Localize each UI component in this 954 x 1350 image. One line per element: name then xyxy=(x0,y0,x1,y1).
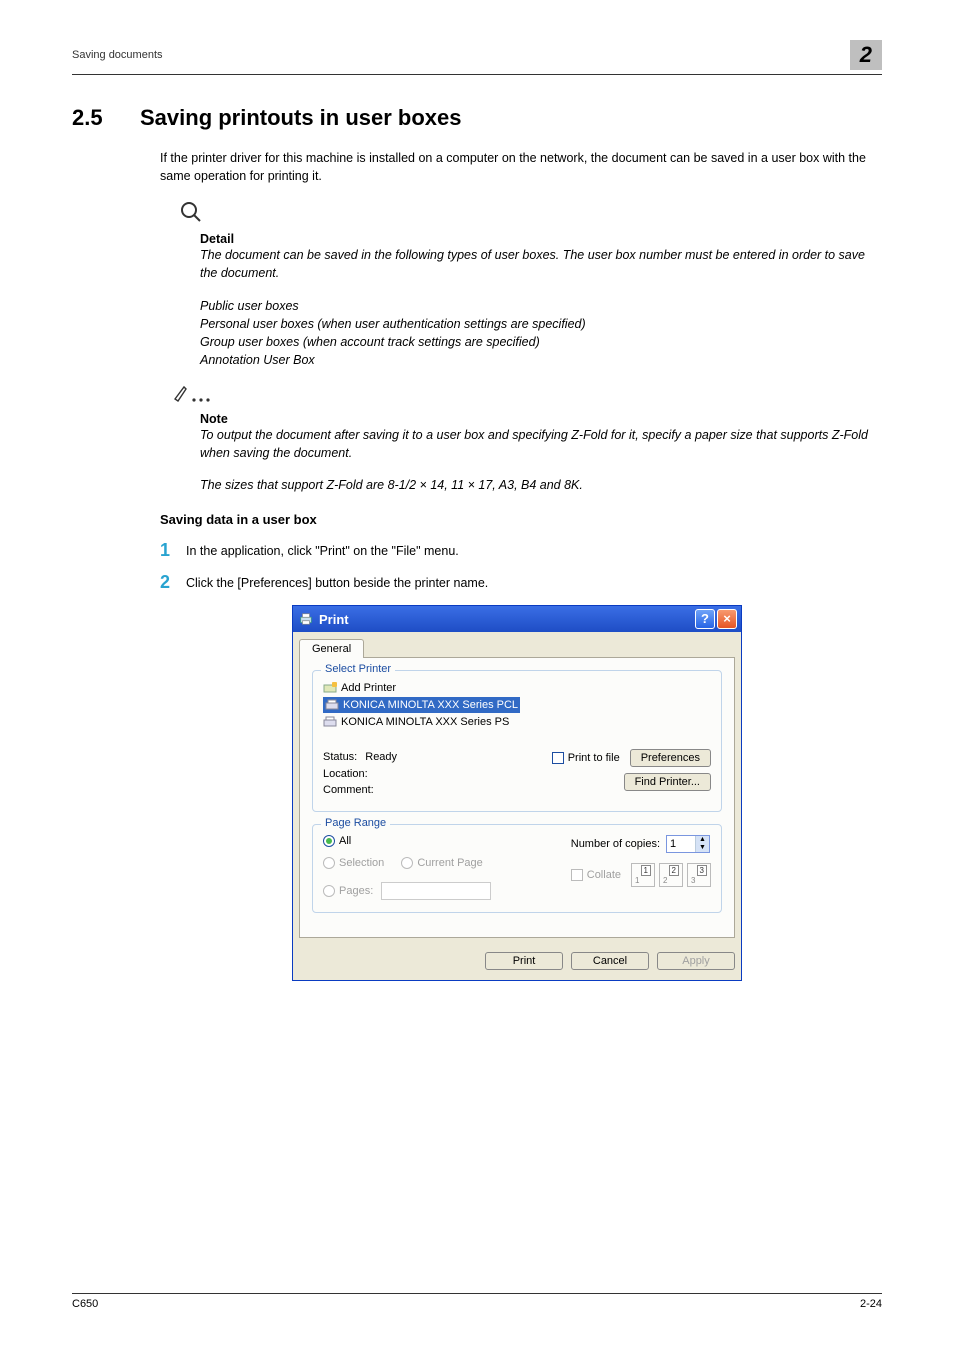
printer-item-selected[interactable]: KONICA MINOLTA XXX Series PCL xyxy=(323,697,520,713)
detail-heading: Detail xyxy=(200,232,882,246)
section-title-row: 2.5 Saving printouts in user boxes xyxy=(72,105,882,131)
page-range-left: All Selection Current Page xyxy=(323,835,571,900)
select-printer-label: Select Printer xyxy=(321,663,395,675)
page-number-badge: 2 xyxy=(850,40,882,70)
status-row: Status: Ready Location: Comment: Print t… xyxy=(323,749,711,799)
checkbox-box xyxy=(552,752,564,764)
detail-bullet-0: Public user boxes xyxy=(200,297,882,315)
radio-dot xyxy=(323,857,335,869)
radio-selection: Selection xyxy=(323,857,384,869)
step-1: 1 In the application, click "Print" on t… xyxy=(160,541,882,559)
checkbox-box xyxy=(571,869,583,881)
step-number: 2 xyxy=(160,573,186,591)
note-icon xyxy=(172,383,882,410)
page-range-group: Page Range All Selection xyxy=(312,824,722,913)
add-printer-icon xyxy=(323,681,337,695)
select-printer-group: Select Printer Add Printer KONICA MINOLT… xyxy=(312,670,722,812)
dialog-button-row: Print Cancel Apply xyxy=(293,944,741,980)
radio-pages-label: Pages: xyxy=(339,885,373,897)
printer-list: Add Printer KONICA MINOLTA XXX Series PC… xyxy=(323,681,711,729)
tab-panel: Select Printer Add Printer KONICA MINOLT… xyxy=(299,657,735,938)
step-text: In the application, click "Print" on the… xyxy=(186,541,882,558)
section-number: 2.5 xyxy=(72,105,140,131)
detail-line1: The document can be saved in the followi… xyxy=(200,246,882,282)
num-copies-input[interactable] xyxy=(667,836,695,852)
collate-icon: 22 xyxy=(659,863,683,887)
spinner-up[interactable]: ▲ xyxy=(695,836,709,844)
comment-label: Comment: xyxy=(323,782,552,799)
print-button[interactable]: Print xyxy=(485,952,563,970)
note-line1: To output the document after saving it t… xyxy=(200,426,882,462)
printer-icon xyxy=(325,698,339,712)
radio-dot xyxy=(323,885,335,897)
step-text: Click the [Preferences] button beside th… xyxy=(186,573,882,590)
radio-current-label: Current Page xyxy=(417,857,482,869)
num-copies-spinner[interactable]: ▲ ▼ xyxy=(666,835,710,853)
printer-label-1: KONICA MINOLTA XXX Series PCL xyxy=(343,699,518,711)
number-of-copies-row: Number of copies: ▲ ▼ xyxy=(571,835,711,853)
print-dialog-wrap: Print ? × General Select Printer Add Pri… xyxy=(292,605,882,981)
cancel-button[interactable]: Cancel xyxy=(571,952,649,970)
tab-general[interactable]: General xyxy=(299,639,364,658)
num-copies-label: Number of copies: xyxy=(571,838,660,850)
page-range-label: Page Range xyxy=(321,817,390,829)
header-left: Saving documents xyxy=(72,49,163,61)
status-value: Ready xyxy=(365,749,397,766)
dialog-title: Print xyxy=(319,612,693,627)
page-footer: C650 2-24 xyxy=(72,1293,882,1310)
radio-dot xyxy=(401,857,413,869)
radio-all-label: All xyxy=(339,835,351,847)
dialog-titlebar: Print ? × xyxy=(293,606,741,632)
radio-pages: Pages: xyxy=(323,885,373,897)
add-printer-label: Add Printer xyxy=(341,682,396,694)
status-label: Status: xyxy=(323,749,357,766)
detail-bullet-1: Personal user boxes (when user authentic… xyxy=(200,315,882,333)
radio-all[interactable]: All xyxy=(323,835,557,847)
collate-icons: 11 22 33 xyxy=(631,863,711,887)
spinner-down[interactable]: ▼ xyxy=(695,844,709,852)
page-header: Saving documents 2 xyxy=(72,40,882,75)
detail-bullet-2: Group user boxes (when account track set… xyxy=(200,333,882,351)
print-dialog: Print ? × General Select Printer Add Pri… xyxy=(292,605,742,981)
step-2: 2 Click the [Preferences] button beside … xyxy=(160,573,882,591)
location-label: Location: xyxy=(323,766,552,783)
status-right: Print to file Preferences Find Printer..… xyxy=(552,749,711,799)
section-title: Saving printouts in user boxes xyxy=(140,105,462,131)
printer-icon xyxy=(299,612,313,626)
pages-input[interactable] xyxy=(381,882,491,900)
radio-current-page: Current Page xyxy=(401,857,482,869)
footer-right: 2-24 xyxy=(860,1298,882,1310)
detail-icon xyxy=(178,199,882,230)
subheading: Saving data in a user box xyxy=(160,512,882,527)
detail-bullet-3: Annotation User Box xyxy=(200,351,882,369)
close-button[interactable]: × xyxy=(717,609,737,629)
print-to-file-checkbox[interactable]: Print to file xyxy=(552,752,620,764)
help-button[interactable]: ? xyxy=(695,609,715,629)
collate-checkbox: Collate xyxy=(571,869,621,881)
collate-icon: 11 xyxy=(631,863,655,887)
collate-icon: 33 xyxy=(687,863,711,887)
tabbar: General xyxy=(293,632,741,657)
apply-button: Apply xyxy=(657,952,735,970)
printer-icon xyxy=(323,715,337,729)
add-printer-item[interactable]: Add Printer xyxy=(323,681,711,695)
page-range-right: Number of copies: ▲ ▼ xyxy=(571,835,711,900)
printer-label-2: KONICA MINOLTA XXX Series PS xyxy=(341,716,509,728)
collate-label: Collate xyxy=(587,869,621,881)
find-printer-button[interactable]: Find Printer... xyxy=(624,773,711,791)
intro-paragraph: If the printer driver for this machine i… xyxy=(160,149,882,185)
footer-left: C650 xyxy=(72,1298,98,1310)
radio-selection-label: Selection xyxy=(339,857,384,869)
step-number: 1 xyxy=(160,541,186,559)
print-to-file-label: Print to file xyxy=(568,752,620,764)
preferences-button[interactable]: Preferences xyxy=(630,749,711,767)
printer-item[interactable]: KONICA MINOLTA XXX Series PS xyxy=(323,715,711,729)
radio-dot xyxy=(323,835,335,847)
status-left: Status: Ready Location: Comment: xyxy=(323,749,552,799)
note-heading: Note xyxy=(200,412,882,426)
note-line2: The sizes that support Z-Fold are 8-1/2 … xyxy=(200,476,882,494)
